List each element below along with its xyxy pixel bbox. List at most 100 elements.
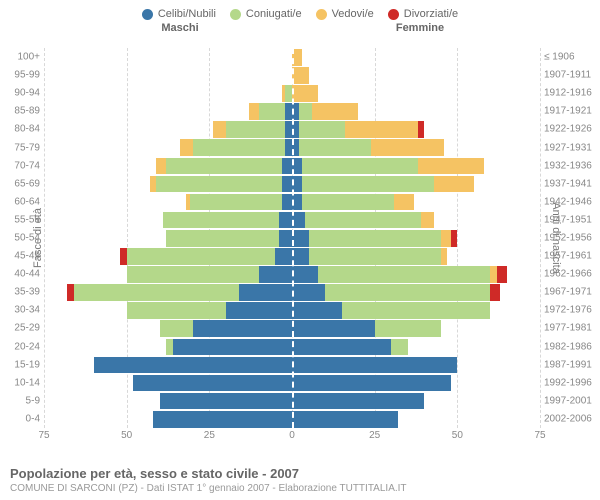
male-bar [44, 193, 292, 211]
legend-item: Coniugati/e [230, 8, 302, 20]
female-bar [292, 157, 540, 175]
age-label: 55-59 [0, 214, 44, 225]
seg-s [153, 411, 292, 428]
seg-s [173, 339, 292, 356]
male-bar [44, 338, 292, 356]
seg-w [249, 103, 259, 120]
female-bar [292, 102, 540, 120]
seg-s [292, 339, 391, 356]
male-label: Maschi [60, 22, 300, 34]
center-line [292, 48, 294, 428]
seg-c [285, 85, 292, 102]
male-bar [44, 138, 292, 156]
age-label: 30-34 [0, 305, 44, 316]
seg-d [120, 248, 127, 265]
birth-label: 1942-1946 [540, 196, 600, 207]
seg-w [441, 248, 448, 265]
birth-label: 1932-1936 [540, 160, 600, 171]
seg-s [292, 320, 375, 337]
birth-label: 1972-1976 [540, 305, 600, 316]
female-bar [292, 374, 540, 392]
seg-c [226, 121, 286, 138]
male-bar [44, 102, 292, 120]
seg-s [292, 357, 457, 374]
male-bar [44, 301, 292, 319]
legend: Celibi/NubiliConiugati/eVedovi/eDivorzia… [0, 0, 600, 22]
male-bar [44, 66, 292, 84]
seg-s [292, 266, 318, 283]
seg-w [180, 139, 193, 156]
age-label: 20-24 [0, 341, 44, 352]
seg-d [451, 230, 458, 247]
female-bar [292, 84, 540, 102]
seg-c [190, 194, 283, 211]
female-bar [292, 247, 540, 265]
seg-c [166, 158, 282, 175]
seg-w [213, 121, 226, 138]
birth-label: 1912-1916 [540, 88, 600, 99]
seg-w [292, 67, 309, 84]
legend-item: Divorziati/e [388, 8, 458, 20]
seg-w [490, 266, 497, 283]
seg-c [299, 121, 345, 138]
seg-s [292, 375, 451, 392]
age-label: 95-99 [0, 70, 44, 81]
male-bar [44, 265, 292, 283]
seg-s [292, 230, 309, 247]
female-bar [292, 175, 540, 193]
seg-s [279, 230, 292, 247]
age-label: 0-4 [0, 413, 44, 424]
seg-c [299, 103, 312, 120]
group-labels: Maschi Femmine [0, 22, 600, 36]
seg-c [160, 320, 193, 337]
birth-label: 1957-1961 [540, 251, 600, 262]
seg-d [490, 284, 500, 301]
seg-s [285, 103, 292, 120]
seg-c [193, 139, 286, 156]
seg-d [418, 121, 425, 138]
seg-w [292, 85, 318, 102]
x-tick: 75 [38, 430, 49, 441]
legend-label: Vedovi/e [332, 8, 374, 20]
female-bar [292, 283, 540, 301]
female-bar [292, 229, 540, 247]
age-label: 100+ [0, 52, 44, 63]
age-label: 60-64 [0, 196, 44, 207]
seg-w [312, 103, 358, 120]
seg-w [434, 176, 474, 193]
chart-title: Popolazione per età, sesso e stato civil… [10, 466, 590, 481]
male-bar [44, 48, 292, 66]
seg-s [285, 121, 292, 138]
seg-s [292, 248, 309, 265]
seg-w [418, 158, 484, 175]
seg-d [497, 266, 507, 283]
seg-c [127, 266, 259, 283]
female-bar [292, 211, 540, 229]
birth-label: 1992-1996 [540, 377, 600, 388]
age-label: 90-94 [0, 88, 44, 99]
age-label: 40-44 [0, 269, 44, 280]
seg-c [259, 103, 285, 120]
female-bar [292, 265, 540, 283]
birth-label: 1952-1956 [540, 232, 600, 243]
birth-label: 1937-1941 [540, 178, 600, 189]
seg-c [302, 176, 434, 193]
seg-c [166, 230, 278, 247]
male-bar [44, 247, 292, 265]
age-label: 5-9 [0, 395, 44, 406]
birth-label: 1922-1926 [540, 124, 600, 135]
seg-s [282, 176, 292, 193]
seg-c [309, 230, 441, 247]
female-bar [292, 120, 540, 138]
seg-c [163, 212, 279, 229]
seg-c [318, 266, 490, 283]
seg-w [394, 194, 414, 211]
seg-d [67, 284, 74, 301]
legend-swatch [142, 9, 153, 20]
x-tick: 0 [289, 430, 295, 441]
x-tick: 25 [204, 430, 215, 441]
birth-label: 1947-1951 [540, 214, 600, 225]
birth-label: 1927-1931 [540, 142, 600, 153]
x-tick: 25 [369, 430, 380, 441]
seg-s [282, 158, 292, 175]
